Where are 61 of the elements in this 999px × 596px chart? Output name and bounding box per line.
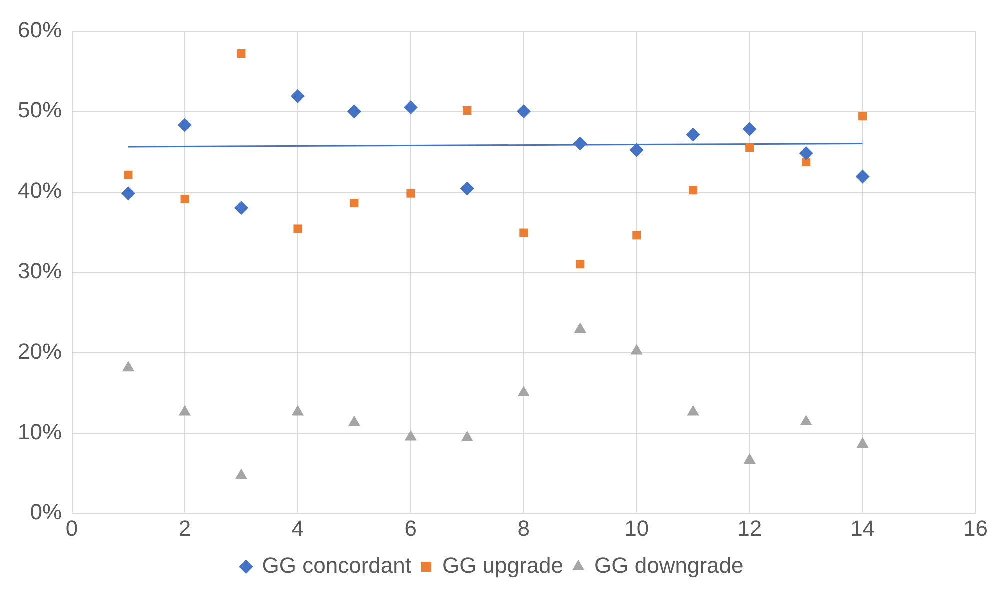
x-tick-label: 0	[66, 516, 78, 541]
point	[404, 100, 418, 115]
x-tick-label: 12	[738, 516, 762, 541]
y-tick-label: 60%	[18, 17, 62, 42]
point	[746, 144, 754, 152]
point	[686, 128, 700, 142]
x-tick-label: 16	[964, 516, 988, 541]
y-tick-label: 20%	[18, 338, 62, 364]
y-tick-label: 50%	[18, 98, 62, 123]
point	[744, 454, 756, 464]
legend-label: GG concordant	[262, 553, 412, 578]
x-tick-label: 2	[178, 516, 192, 541]
point	[122, 186, 136, 201]
point	[290, 89, 305, 104]
point	[689, 186, 698, 195]
point	[180, 194, 190, 204]
point	[237, 49, 246, 58]
point	[122, 361, 135, 372]
point	[856, 170, 870, 184]
point	[463, 106, 472, 116]
point	[632, 231, 642, 240]
x-tick-label: 4	[292, 516, 304, 541]
point	[630, 344, 643, 355]
point	[520, 228, 528, 238]
point	[350, 199, 359, 208]
point	[347, 104, 362, 119]
point	[235, 468, 248, 480]
x-tick-label: 14	[850, 516, 876, 541]
point	[576, 260, 585, 269]
point	[630, 143, 644, 158]
point	[178, 118, 192, 132]
point	[294, 224, 302, 234]
legend-label: GG upgrade	[442, 553, 564, 578]
point	[406, 189, 416, 198]
point	[799, 146, 814, 160]
y-tick-label: 30%	[18, 258, 62, 284]
point	[178, 405, 192, 416]
point	[573, 136, 588, 151]
x-tick-label: 6	[404, 516, 418, 541]
point	[516, 104, 531, 119]
point	[687, 405, 700, 416]
point	[802, 158, 811, 166]
point	[461, 431, 474, 442]
y-tick-label: 0%	[30, 500, 62, 525]
point	[292, 405, 304, 416]
y-tick-label: 40%	[18, 178, 62, 204]
point	[856, 437, 869, 448]
point	[234, 201, 248, 216]
point	[404, 430, 417, 441]
point	[574, 322, 586, 333]
point	[800, 414, 812, 426]
point	[460, 182, 474, 196]
point	[348, 416, 361, 426]
y-tick-label: 10%	[18, 419, 62, 444]
point	[742, 122, 757, 136]
point	[858, 112, 868, 121]
x-tick-label: 10	[624, 516, 650, 541]
legend-label: GG downgrade	[594, 553, 744, 578]
point	[124, 170, 133, 180]
x-tick-label: 8	[518, 516, 530, 541]
point	[518, 386, 530, 396]
